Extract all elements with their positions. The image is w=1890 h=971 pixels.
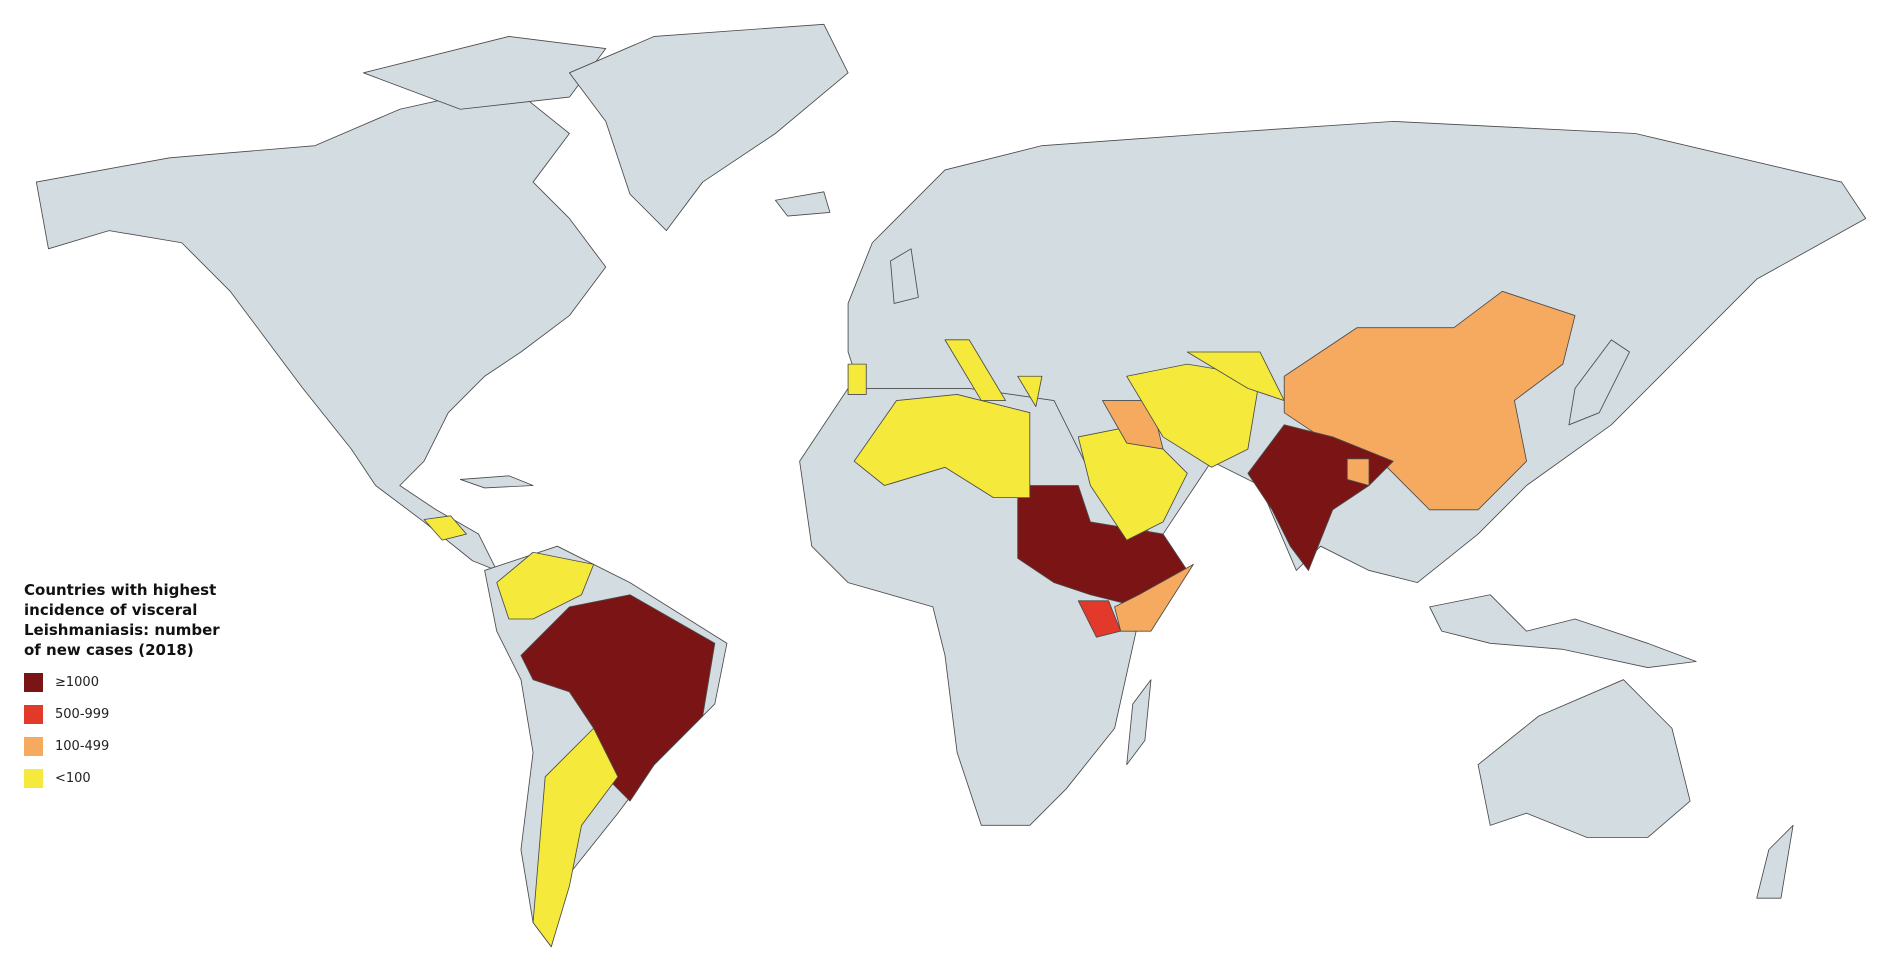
land [35, 23, 1867, 948]
australia [1477, 679, 1691, 838]
legend-label: 100-499 [55, 738, 110, 754]
somalia [1114, 563, 1194, 632]
caribbean [459, 475, 534, 489]
iran-afghanistan [1126, 363, 1261, 468]
legend-item: ≥1000 [24, 672, 239, 692]
argentina [532, 727, 619, 948]
legend-label: 500-999 [55, 706, 110, 722]
africa [799, 387, 1188, 826]
legend-title: Countries with highest incidence of visc… [24, 581, 220, 659]
north-america [35, 84, 607, 571]
central-america-country [423, 515, 467, 541]
legend-item: <100 [24, 768, 239, 788]
spain-portugal [847, 363, 867, 395]
madagascar [1126, 679, 1152, 766]
japan [1568, 339, 1630, 426]
iraq [1102, 400, 1164, 450]
greenland [568, 23, 849, 232]
new-zealand [1756, 824, 1794, 899]
north-africa [853, 394, 1031, 499]
brazil [520, 594, 716, 802]
legend-item: 100-499 [24, 736, 239, 756]
greece [1017, 375, 1043, 408]
legend-swatch [24, 704, 43, 724]
iceland [774, 191, 831, 217]
legend-label: ≥1000 [55, 674, 99, 690]
legend: Countries with highest incidence of visc… [24, 580, 239, 788]
legend-item: 500-999 [24, 704, 239, 724]
legend-swatch [24, 672, 43, 692]
legend-swatch [24, 768, 43, 788]
highlighted-countries [423, 290, 1576, 948]
venezuela-colombia [496, 551, 595, 620]
uk [890, 248, 919, 304]
legend-label: <100 [55, 770, 91, 786]
italy [944, 339, 1007, 401]
bangladesh [1346, 458, 1370, 486]
southeast-asia-islands [1429, 594, 1697, 668]
legend-swatch [24, 736, 43, 756]
central-asia [1186, 351, 1285, 401]
